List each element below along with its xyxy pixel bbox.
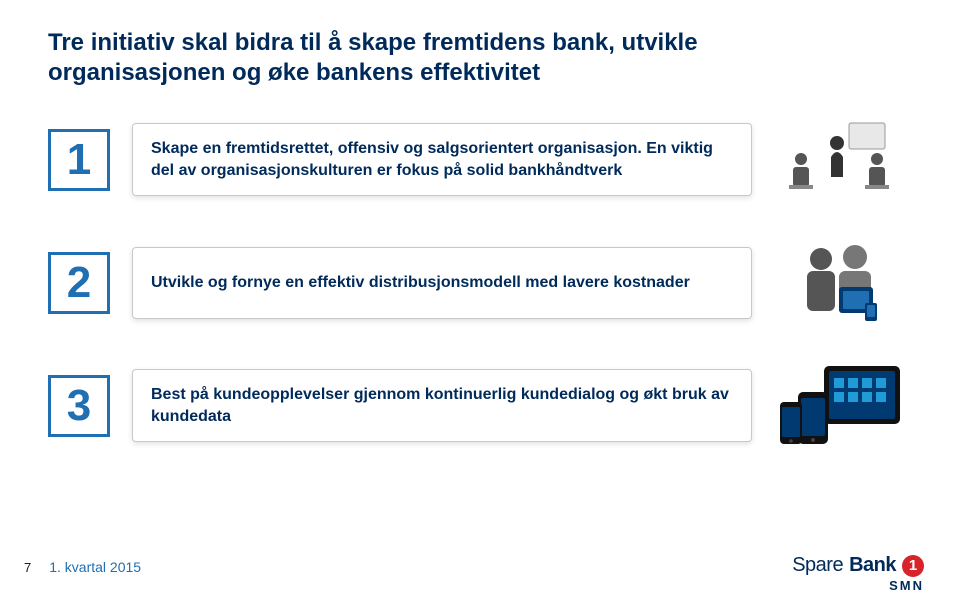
logo-badge: 1 — [902, 555, 924, 577]
slide-title: Tre initiativ skal bidra til å skape fre… — [48, 28, 868, 88]
item-number: 2 — [48, 252, 110, 314]
item-image — [774, 235, 904, 330]
footer: 7 1. kvartal 2015 — [24, 559, 141, 575]
item-text: Best på kundeopplevelser gjennom kontinu… — [151, 384, 733, 427]
people-tablet-icon — [779, 235, 899, 330]
item-row: 1 Skape en fremtidsrettet, offensiv og s… — [48, 112, 912, 207]
item-row: 2 Utvikle og fornye en effektiv distribu… — [48, 235, 912, 330]
logo-text-a: Spare — [792, 554, 843, 577]
item-number: 3 — [48, 375, 110, 437]
item-image — [774, 112, 904, 207]
slide: Tre initiativ skal bidra til å skape fre… — [0, 0, 960, 591]
item-row: 3 Best på kundeopplevelser gjennom konti… — [48, 358, 912, 453]
brand-logo: Spare Bank 1 — [792, 554, 924, 577]
logo-text-b: Bank — [849, 554, 896, 577]
item-text-box: Best på kundeopplevelser gjennom kontinu… — [132, 369, 752, 442]
meeting-icon — [779, 117, 899, 202]
devices-icon — [774, 358, 904, 453]
item-text: Utvikle og fornye en effektiv distribusj… — [151, 272, 690, 294]
item-text-box: Utvikle og fornye en effektiv distribusj… — [132, 247, 752, 319]
item-text-box: Skape en fremtidsrettet, offensiv og sal… — [132, 123, 752, 196]
item-image — [774, 358, 904, 453]
page-number: 7 — [24, 560, 31, 575]
items-container: 1 Skape en fremtidsrettet, offensiv og s… — [48, 112, 912, 453]
item-text: Skape en fremtidsrettet, offensiv og sal… — [151, 138, 733, 181]
footer-text: 1. kvartal 2015 — [49, 559, 141, 575]
item-number: 1 — [48, 129, 110, 191]
